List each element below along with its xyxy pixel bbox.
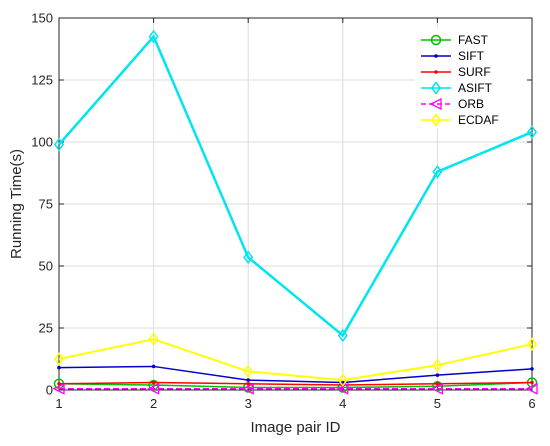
data-point-orb bbox=[430, 382, 444, 395]
series-line-asift bbox=[58, 34, 533, 338]
y-tick-label: 150 bbox=[31, 11, 53, 26]
legend-entry-sift: SIFT bbox=[421, 49, 485, 63]
data-point-asift bbox=[526, 125, 538, 139]
legend-marker-surf bbox=[434, 70, 438, 74]
y-tick-label: 125 bbox=[31, 73, 53, 88]
legend-marker-ecdaf bbox=[430, 113, 442, 127]
x-tick-label: 2 bbox=[150, 396, 157, 411]
legend: FAST SIFT SURF ASIFT ORB ECDAF bbox=[414, 27, 526, 129]
series-ecdaf bbox=[53, 332, 538, 387]
data-point-sift bbox=[151, 364, 156, 369]
x-tick-label: 3 bbox=[245, 396, 252, 411]
data-point-orb bbox=[525, 382, 538, 395]
data-point-ecdaf bbox=[432, 358, 443, 372]
data-point-surf bbox=[151, 380, 156, 385]
y-tick-label: 25 bbox=[39, 321, 53, 336]
data-point-asift bbox=[243, 250, 254, 265]
data-point-surf bbox=[530, 380, 534, 385]
y-tick-label: 75 bbox=[39, 197, 53, 212]
y-tick-label: 0 bbox=[46, 383, 53, 398]
legend-label-ecdaf: ECDAF bbox=[458, 113, 499, 127]
data-point-asift bbox=[148, 29, 159, 44]
y-tick-label: 50 bbox=[39, 259, 53, 274]
data-point-asift bbox=[337, 328, 348, 343]
legend-entry-surf: SURF bbox=[421, 65, 491, 79]
series-line-sift bbox=[58, 365, 533, 384]
y-axis-title: Running Time(s) bbox=[8, 149, 25, 259]
legend-label-orb: ORB bbox=[458, 97, 484, 111]
data-point-sift bbox=[246, 378, 250, 382]
data-point-asift bbox=[432, 165, 443, 179]
data-point-ecdaf bbox=[243, 364, 254, 379]
legend-entry-fast: FAST bbox=[421, 33, 489, 47]
legend-label-sift: SIFT bbox=[458, 49, 485, 63]
data-point-sift bbox=[435, 373, 440, 377]
data-point-sift bbox=[57, 365, 61, 370]
legend-entry-orb: ORB bbox=[421, 97, 484, 111]
legend-label-fast: FAST bbox=[458, 33, 489, 47]
series-line-surf bbox=[58, 381, 533, 386]
series-layer bbox=[52, 29, 538, 395]
data-point-orb bbox=[52, 382, 65, 395]
data-point-surf bbox=[246, 382, 250, 386]
y-tick-label: 100 bbox=[31, 135, 53, 150]
x-tick-label: 5 bbox=[434, 396, 441, 411]
legend-marker-fast bbox=[430, 34, 442, 46]
x-tick-label: 6 bbox=[528, 396, 535, 411]
legend-marker-orb bbox=[429, 97, 442, 111]
x-axis-title: Image pair ID bbox=[250, 419, 340, 436]
legend-marker-sift bbox=[434, 54, 438, 58]
data-point-surf bbox=[57, 382, 61, 386]
series-asift bbox=[53, 29, 538, 343]
legend-entry-ecdaf: ECDAF bbox=[421, 113, 499, 127]
data-point-orb bbox=[147, 382, 160, 395]
legend-entry-asift: ASIFT bbox=[421, 81, 493, 95]
data-point-sift bbox=[530, 367, 534, 371]
x-tick-label: 4 bbox=[339, 396, 346, 411]
data-point-ecdaf bbox=[337, 373, 348, 387]
legend-label-asift: ASIFT bbox=[458, 81, 493, 95]
data-point-surf bbox=[435, 382, 440, 386]
data-point-ecdaf bbox=[53, 352, 65, 366]
legend-marker-asift bbox=[430, 81, 442, 95]
legend-label-surf: SURF bbox=[458, 65, 491, 79]
series-surf bbox=[57, 380, 534, 387]
x-tick-label: 1 bbox=[55, 396, 62, 411]
data-point-ecdaf bbox=[148, 332, 159, 346]
data-point-asift bbox=[53, 137, 65, 152]
legend-box bbox=[414, 27, 526, 129]
series-line-ecdaf bbox=[58, 338, 533, 382]
data-point-ecdaf bbox=[526, 337, 538, 351]
data-point-orb bbox=[241, 382, 254, 395]
series-sift bbox=[57, 364, 534, 385]
series-line-fast bbox=[58, 381, 533, 389]
